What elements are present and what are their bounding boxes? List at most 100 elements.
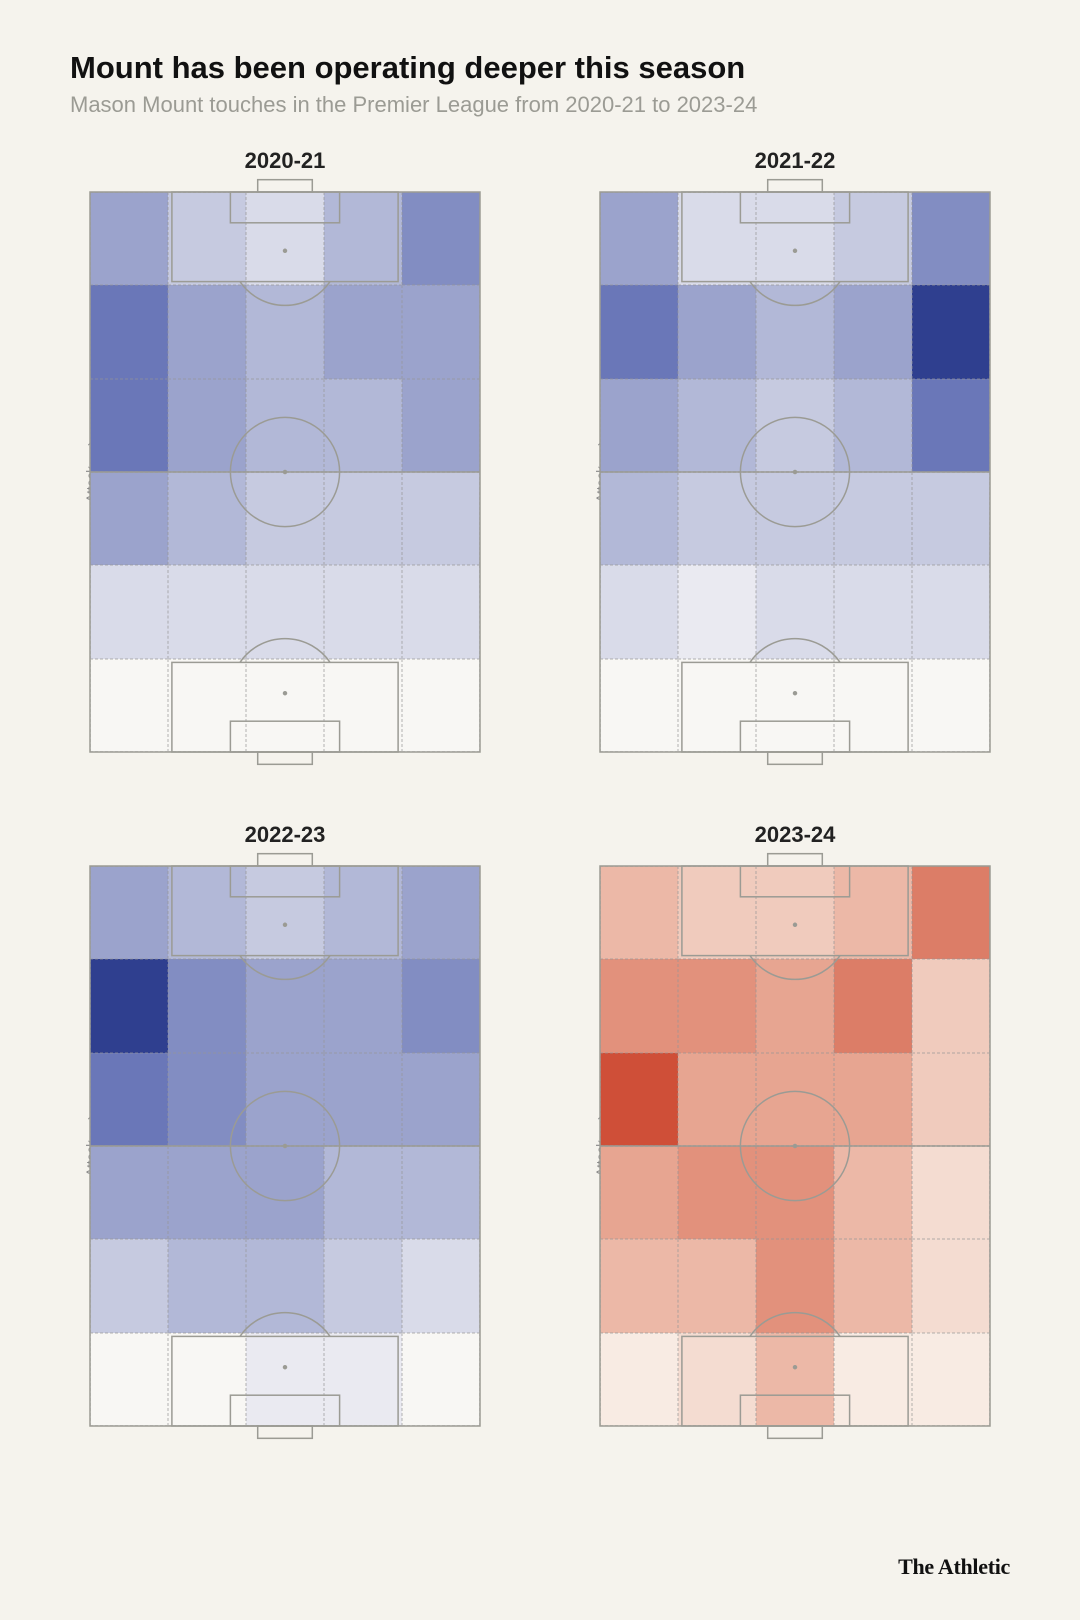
heat-cell [678, 1333, 756, 1426]
heatmap-panel: 2022-23 Attack⟶ [70, 822, 500, 1426]
heat-cell [246, 565, 324, 658]
heat-cell [834, 285, 912, 378]
season-label: 2023-24 [755, 822, 836, 848]
heat-cell [246, 1239, 324, 1332]
heat-cell [912, 192, 990, 285]
heat-cell [324, 192, 402, 285]
heat-cell [912, 1053, 990, 1146]
heat-cell [756, 379, 834, 472]
heat-cell [324, 1333, 402, 1426]
heat-cell [246, 866, 324, 959]
season-label: 2022-23 [245, 822, 326, 848]
heat-cell [324, 285, 402, 378]
heat-cell [90, 866, 168, 959]
pitch-wrap: Attack⟶ [90, 866, 480, 1426]
pitch-wrap: Attack⟶ [90, 192, 480, 752]
heat-cell [600, 285, 678, 378]
heat-cell [912, 1146, 990, 1239]
heat-cell [90, 192, 168, 285]
heat-cell [756, 472, 834, 565]
heat-cell [246, 1053, 324, 1146]
heat-cell [756, 1239, 834, 1332]
heat-cell [168, 192, 246, 285]
heat-cell [600, 379, 678, 472]
heat-cell [168, 959, 246, 1052]
heat-cell [678, 565, 756, 658]
heat-cell [90, 379, 168, 472]
heat-cell [600, 1239, 678, 1332]
heat-cell [402, 285, 480, 378]
heat-cell [402, 1333, 480, 1426]
heat-cell [402, 959, 480, 1052]
heat-cell [912, 659, 990, 752]
heatmap-panel: 2023-24Attack⟶ [580, 822, 1010, 1426]
heat-cell [756, 565, 834, 658]
heat-cell [90, 659, 168, 752]
heat-cell [678, 659, 756, 752]
pitch [90, 866, 480, 1426]
heat-cell [402, 1053, 480, 1146]
heat-cell [90, 565, 168, 658]
heat-cell [402, 1146, 480, 1239]
heat-cell [246, 1333, 324, 1426]
heat-cell [834, 959, 912, 1052]
heat-cell [168, 379, 246, 472]
heat-cell [756, 1053, 834, 1146]
heat-cell [402, 659, 480, 752]
heat-cell [834, 472, 912, 565]
page-title: Mount has been operating deeper this sea… [70, 50, 1010, 86]
heat-cell [678, 285, 756, 378]
heat-cell [912, 379, 990, 472]
heat-cell [756, 959, 834, 1052]
heat-cell [600, 959, 678, 1052]
heat-cell [600, 1333, 678, 1426]
heat-cell [834, 379, 912, 472]
heat-cell [90, 1333, 168, 1426]
heat-cell [246, 472, 324, 565]
heat-cell [834, 659, 912, 752]
heat-cell [246, 285, 324, 378]
heat-cell [168, 1333, 246, 1426]
heat-cell [168, 659, 246, 752]
heat-cell [168, 565, 246, 658]
heat-cell [402, 192, 480, 285]
heat-cell [834, 1239, 912, 1332]
heat-grid [90, 866, 480, 1426]
heat-cell [834, 1333, 912, 1426]
pitch-wrap: Attack⟶ [600, 192, 990, 752]
heatmap-panel: 2021-22 Attack⟶ [580, 148, 1010, 752]
pitch [600, 192, 990, 752]
heat-cell [246, 192, 324, 285]
heat-cell [678, 866, 756, 959]
heat-cell [90, 1053, 168, 1146]
heat-cell [912, 866, 990, 959]
heat-cell [324, 379, 402, 472]
heat-cell [402, 472, 480, 565]
heat-cell [912, 1239, 990, 1332]
heat-cell [600, 1053, 678, 1146]
heat-cell [678, 959, 756, 1052]
heat-cell [834, 1053, 912, 1146]
heat-cell [168, 1053, 246, 1146]
heat-cell [246, 659, 324, 752]
heat-cell [600, 659, 678, 752]
page-subtitle: Mason Mount touches in the Premier Leagu… [70, 92, 1010, 118]
heat-cell [90, 1146, 168, 1239]
heat-cell [678, 472, 756, 565]
heat-cell [756, 1333, 834, 1426]
heat-cell [756, 192, 834, 285]
heat-grid [600, 192, 990, 752]
heat-cell [678, 1146, 756, 1239]
heat-cell [90, 285, 168, 378]
heat-cell [678, 379, 756, 472]
heat-cell [168, 1146, 246, 1239]
heat-cell [324, 959, 402, 1052]
heat-cell [90, 472, 168, 565]
brand-wordmark: The Athletic [898, 1554, 1010, 1580]
season-label: 2021-22 [755, 148, 836, 174]
heat-cell [324, 659, 402, 752]
heat-cell [168, 1239, 246, 1332]
pitch [600, 866, 990, 1426]
heat-cell [756, 285, 834, 378]
heat-cell [912, 959, 990, 1052]
